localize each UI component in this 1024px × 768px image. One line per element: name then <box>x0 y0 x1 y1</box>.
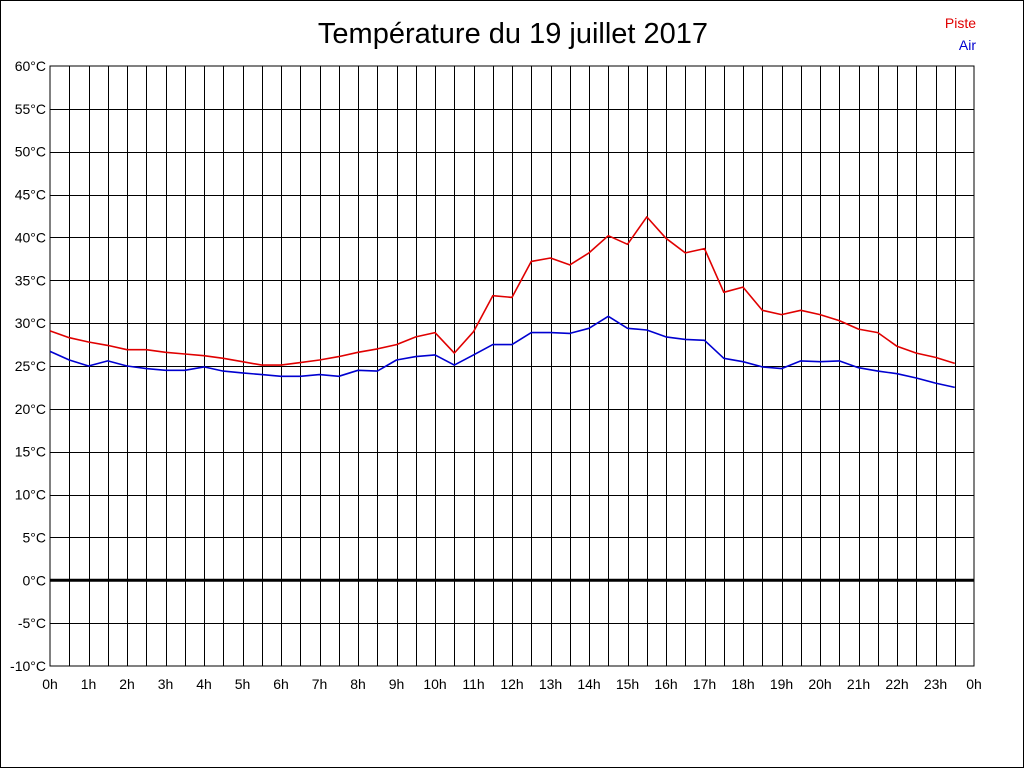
series-line-air <box>49 315 955 389</box>
x-tick-label: 20h <box>808 676 831 692</box>
x-tick-label: 9h <box>389 676 405 692</box>
x-tick-label: 7h <box>312 676 328 692</box>
series-line-piste <box>49 216 956 366</box>
y-tick-label: 45°C <box>15 187 46 203</box>
chart-title: Température du 19 juillet 2017 <box>317 18 709 50</box>
x-tick-label: 10h <box>423 676 446 692</box>
x-tick-label: 16h <box>654 676 677 692</box>
y-tick-label: 15°C <box>15 444 46 460</box>
x-tick-label: 19h <box>770 676 793 692</box>
x-tick-label: 17h <box>693 676 716 692</box>
x-tick-label: 5h <box>235 676 251 692</box>
y-tick-label: -10°C <box>10 658 46 674</box>
x-tick-label: 3h <box>158 676 174 692</box>
x-tick-label: 15h <box>616 676 639 692</box>
y-tick-label: -5°C <box>18 615 46 631</box>
x-tick-label: 13h <box>539 676 562 692</box>
x-tick-label: 1h <box>81 676 97 692</box>
y-tick-label: 50°C <box>15 144 46 160</box>
x-tick-label: 4h <box>196 676 212 692</box>
legend-item-piste: Piste <box>944 15 976 31</box>
x-tick-label: 2h <box>119 676 135 692</box>
legend-item-air: Air <box>958 37 976 53</box>
x-tick-label: 0h <box>42 676 58 692</box>
y-tick-label: 10°C <box>15 487 46 503</box>
x-tick-label: 18h <box>731 676 754 692</box>
x-tick-label: 6h <box>273 676 289 692</box>
y-tick-label: 30°C <box>15 315 46 331</box>
x-tick-label: 22h <box>885 676 908 692</box>
x-tick-label: 23h <box>924 676 947 692</box>
x-tick-label: 12h <box>500 676 523 692</box>
x-tick-label: 14h <box>577 676 600 692</box>
y-tick-label: 40°C <box>15 229 46 245</box>
y-tick-label: 0°C <box>23 572 47 588</box>
x-tick-label: 21h <box>847 676 870 692</box>
legend: Piste Air <box>945 12 976 56</box>
y-tick-label: 5°C <box>23 529 47 545</box>
x-tick-label: 8h <box>350 676 366 692</box>
y-tick-label: 60°C <box>15 58 46 74</box>
x-tick-label: 11h <box>462 676 484 692</box>
y-tick-label: 20°C <box>15 401 46 417</box>
y-tick-label: 35°C <box>15 272 46 288</box>
y-tick-label: 25°C <box>15 358 46 374</box>
x-tick-label: 0h <box>966 676 982 692</box>
y-tick-label: 55°C <box>15 101 46 117</box>
